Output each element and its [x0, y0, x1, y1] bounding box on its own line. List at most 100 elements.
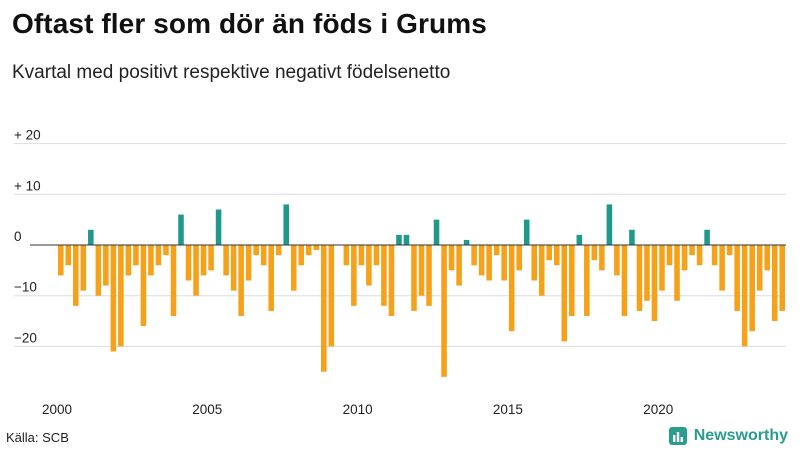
bar — [659, 245, 665, 291]
bar — [674, 245, 680, 301]
bar — [373, 245, 380, 266]
newsworthy-logo-icon — [668, 427, 687, 445]
y-tick-label: −20 — [14, 330, 37, 345]
bar — [606, 204, 613, 245]
bar — [381, 245, 387, 306]
bar — [328, 245, 335, 347]
bar — [726, 245, 733, 256]
bar — [741, 245, 748, 347]
bar — [463, 239, 470, 245]
bar — [208, 245, 214, 271]
bar — [80, 245, 87, 291]
bar — [644, 245, 650, 301]
bar — [73, 245, 79, 306]
bar — [305, 245, 312, 256]
bar — [230, 245, 237, 291]
bar — [170, 245, 177, 316]
x-tick-label: 2015 — [493, 402, 523, 417]
bar — [508, 245, 515, 332]
bar — [696, 245, 703, 266]
bar — [538, 245, 545, 296]
bar — [118, 245, 124, 347]
bar — [140, 245, 147, 327]
bar — [561, 245, 568, 342]
chart-subtitle: Kvartal med positivt respektive negativt… — [12, 62, 451, 83]
bar — [681, 245, 688, 271]
bar — [501, 245, 507, 281]
bar — [283, 204, 289, 245]
bar — [704, 229, 710, 245]
bar — [260, 245, 267, 266]
bar — [148, 245, 154, 276]
bar — [290, 245, 297, 291]
bar — [418, 245, 425, 296]
y-tick-label: 0 — [14, 229, 22, 244]
bar — [366, 245, 372, 286]
y-tick-label: + 10 — [14, 178, 41, 193]
bar — [614, 245, 620, 276]
bar — [185, 245, 192, 281]
bar — [426, 245, 432, 306]
bar — [448, 245, 455, 271]
y-tick-label: −10 — [14, 280, 37, 295]
bar — [546, 245, 553, 261]
bar — [734, 245, 740, 311]
bar — [95, 245, 102, 296]
bar — [65, 245, 72, 266]
bar — [388, 245, 395, 316]
bar — [591, 245, 598, 261]
bar — [313, 245, 320, 251]
bar — [88, 229, 94, 245]
bar — [764, 245, 770, 271]
bar — [358, 245, 365, 266]
chart-title: Oftast fler som dör än föds i Grums — [12, 8, 487, 39]
bar — [163, 245, 169, 256]
x-tick-label: 2010 — [343, 402, 373, 417]
bar — [486, 245, 492, 281]
brand-name: Newsworthy — [693, 427, 788, 444]
bar — [193, 245, 199, 296]
bar — [599, 245, 605, 271]
bar — [569, 245, 575, 316]
bar — [178, 214, 184, 245]
bar — [268, 245, 274, 311]
bar — [584, 245, 590, 316]
bar — [711, 245, 718, 266]
bar — [321, 245, 327, 372]
bar — [441, 245, 447, 377]
x-tick-label: 2000 — [42, 402, 72, 417]
bar — [471, 245, 477, 266]
bar — [125, 245, 132, 276]
bar — [689, 245, 695, 256]
bar — [155, 245, 162, 266]
bar — [629, 229, 635, 245]
bar — [576, 234, 583, 245]
bar — [351, 245, 357, 306]
bar — [478, 245, 485, 276]
bar — [110, 245, 117, 352]
bar — [636, 245, 643, 311]
bar — [223, 245, 229, 276]
x-tick-label: 2005 — [192, 402, 222, 417]
x-tick-label: 2020 — [643, 402, 673, 417]
bar — [433, 219, 440, 245]
bar — [200, 245, 207, 276]
bar — [523, 219, 530, 245]
bar — [396, 234, 402, 245]
bar — [531, 245, 538, 281]
bar — [253, 245, 259, 256]
brand-logo[interactable]: Newsworthy — [668, 426, 788, 446]
bar — [215, 209, 222, 245]
bar — [756, 245, 763, 291]
bar — [411, 245, 417, 311]
bar — [771, 245, 778, 322]
bar — [651, 245, 658, 322]
source-label: Källa: SCB — [6, 430, 69, 445]
bar — [779, 245, 786, 311]
bar — [493, 245, 500, 256]
bar — [719, 245, 725, 291]
bar — [403, 234, 410, 245]
bar — [103, 245, 109, 286]
bar — [343, 245, 350, 266]
bar — [238, 245, 244, 316]
